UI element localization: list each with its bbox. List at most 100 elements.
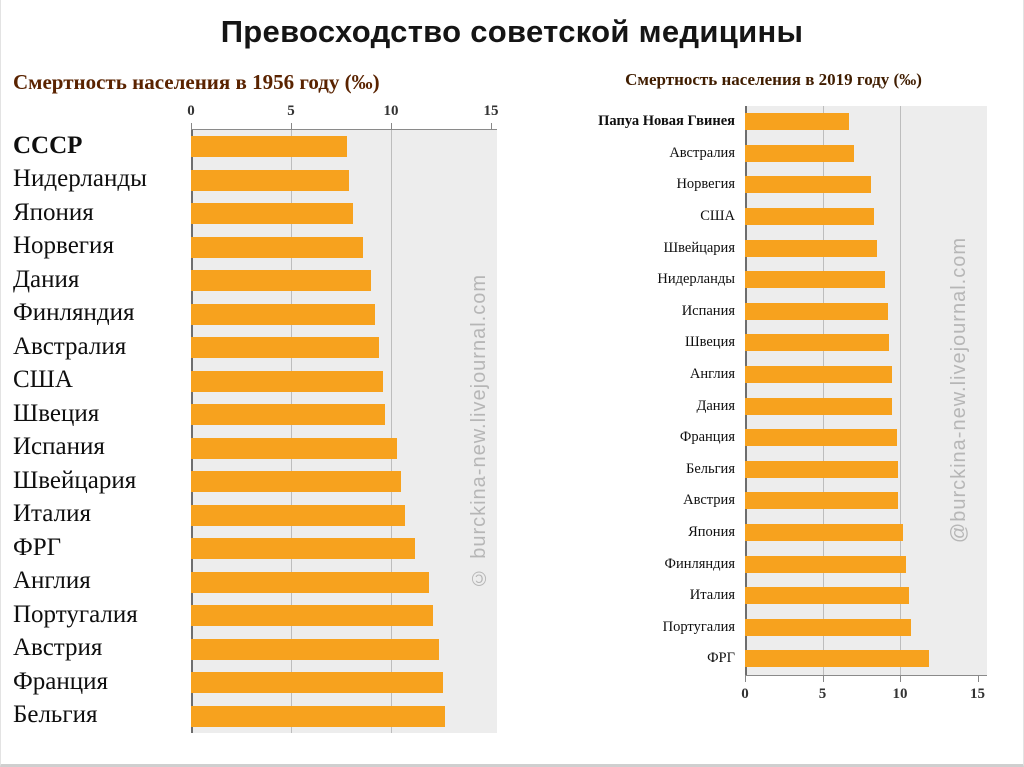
category-label: СССР xyxy=(13,131,83,159)
value-bar xyxy=(191,303,375,325)
category-label: Швейцария xyxy=(663,239,735,256)
value-bar xyxy=(191,538,415,560)
bar-row xyxy=(191,532,497,566)
value-bar xyxy=(745,397,893,415)
category-label: Франция xyxy=(13,667,108,695)
x-tick-label: 5 xyxy=(287,103,295,119)
x-tick-mark xyxy=(191,123,192,129)
category-label: Австрия xyxy=(683,492,735,509)
axis-zero-line xyxy=(745,106,747,675)
category-label: Норвегия xyxy=(676,176,735,193)
chart-2019-plot-area: @burckina-new.livejournal.com xyxy=(745,106,987,676)
value-bar xyxy=(191,504,405,526)
bar-row xyxy=(745,548,987,580)
bar-row xyxy=(191,197,497,231)
value-bar xyxy=(745,113,849,131)
chart-1956-body: СССР Нидерланды Япония Норвегия Дания Финлянд… xyxy=(9,129,505,733)
value-bar xyxy=(191,203,353,225)
value-bar xyxy=(745,492,899,510)
category-label: Англия xyxy=(689,366,735,383)
category-label: ФРГ xyxy=(13,533,62,561)
bar-row xyxy=(191,633,497,667)
value-bar xyxy=(745,302,888,320)
value-bar xyxy=(745,239,877,257)
bar-row xyxy=(191,599,497,633)
bar-row xyxy=(191,331,497,365)
value-bar xyxy=(191,571,429,593)
value-bar xyxy=(191,638,439,660)
x-tick-mark xyxy=(900,675,901,682)
category-label: Италия xyxy=(13,500,91,528)
value-bar xyxy=(191,337,379,359)
bar-row xyxy=(745,138,987,170)
category-label: Нидерланды xyxy=(657,271,735,288)
x-tick-mark xyxy=(745,675,746,682)
bar-row xyxy=(191,130,497,164)
chart-2019-x-axis: 0 5 10 15 xyxy=(741,675,987,708)
category-label: Дания xyxy=(696,397,735,414)
category-label: Швеция xyxy=(684,334,735,351)
x-tick-label: 0 xyxy=(741,685,749,702)
value-bar xyxy=(745,587,910,605)
bar-row xyxy=(745,643,987,675)
x-tick-mark xyxy=(491,123,492,129)
chart-1956-plot-area: © burckina-new.livejournal.com xyxy=(191,129,497,733)
bar-row xyxy=(191,666,497,700)
page-title: Превосходство советской медицины xyxy=(220,14,804,49)
category-label: ФРГ xyxy=(707,650,735,667)
category-label: Швеция xyxy=(13,399,100,427)
bar-row xyxy=(745,232,987,264)
chart-2019-body: Папуа Новая Гвинея Австралия Норвегия США Шв… xyxy=(560,106,987,676)
bar-row xyxy=(191,499,497,533)
bar-row xyxy=(191,164,497,198)
x-tick-mark xyxy=(977,675,979,682)
chart-1956-x-axis: 0 5 10 15 xyxy=(187,103,499,129)
value-bar xyxy=(191,370,383,392)
category-label: Португалия xyxy=(13,600,138,628)
bar-row xyxy=(191,432,497,466)
value-bar xyxy=(745,144,854,162)
value-bar xyxy=(745,366,893,384)
bar-row xyxy=(191,465,497,499)
category-label: Финляндия xyxy=(664,555,735,572)
bar-row xyxy=(745,264,987,296)
bar-row xyxy=(191,365,497,399)
x-tick-mark xyxy=(391,123,392,129)
chart-2019-category-labels: Папуа Новая Гвинея Австралия Норвегия США Шв… xyxy=(560,106,745,676)
category-label: Испания xyxy=(681,302,735,319)
bar-row xyxy=(745,390,987,422)
category-label: США xyxy=(13,366,73,394)
value-bar xyxy=(745,208,874,226)
category-label: Дания xyxy=(13,265,80,293)
x-tick-label: 10 xyxy=(383,103,399,119)
value-bar xyxy=(745,334,890,352)
category-label: Бельгия xyxy=(13,701,98,729)
value-bar xyxy=(191,136,347,158)
bar-row xyxy=(745,422,987,454)
gridline xyxy=(291,130,292,733)
bar-row xyxy=(191,264,497,298)
category-label: Португалия xyxy=(662,618,735,635)
value-bar xyxy=(191,605,433,627)
category-label: Австралия xyxy=(669,144,735,161)
bar-row xyxy=(745,106,987,138)
bar-row xyxy=(745,580,987,612)
category-label: Нидерланды xyxy=(13,165,147,193)
category-label: Испания xyxy=(13,433,105,461)
value-bar xyxy=(191,437,397,459)
value-bar xyxy=(191,705,445,727)
category-label: Бельгия xyxy=(686,460,735,477)
chart-1956-title: Смертность населения в 1956 году (‰) xyxy=(13,70,380,94)
value-bar xyxy=(191,270,371,292)
x-tick-label: 10 xyxy=(892,685,908,702)
category-label: Австралия xyxy=(13,332,127,360)
value-bar xyxy=(191,672,443,694)
category-label: Финляндия xyxy=(13,299,135,327)
bar-row xyxy=(745,169,987,201)
chart-1956: Смертность населения в 1956 году (‰) 0 5 1… xyxy=(9,70,505,733)
category-label: Норвегия xyxy=(13,232,114,260)
chart-2019-title: Смертность населения в 2019 году (‰) xyxy=(625,70,922,89)
value-bar xyxy=(745,524,904,542)
value-bar xyxy=(745,176,871,194)
bar-row xyxy=(745,612,987,644)
